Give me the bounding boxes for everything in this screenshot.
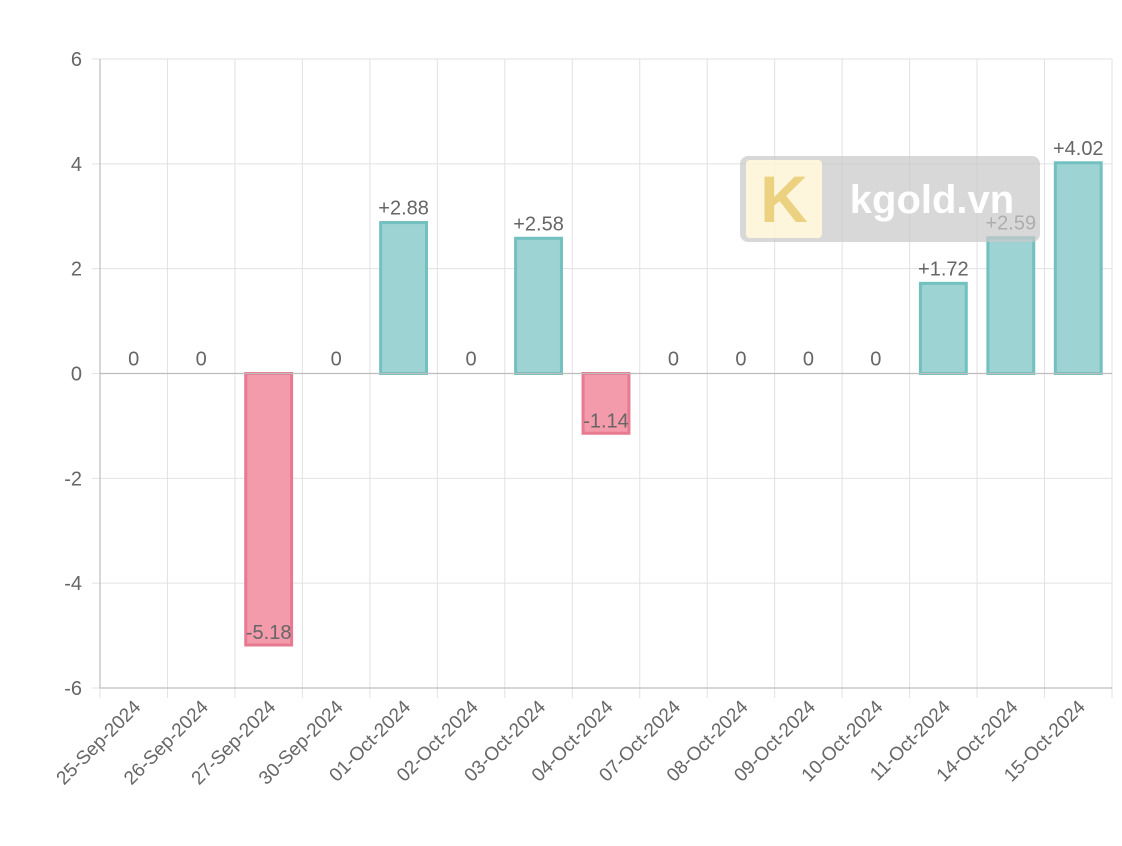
bar-value-label: 0 xyxy=(735,349,746,371)
bar xyxy=(244,372,294,647)
watermark-logo: K kgold.vn xyxy=(740,156,1040,242)
bar xyxy=(918,281,968,375)
watermark-logo-letter: K xyxy=(760,162,808,236)
bar-value-label: 0 xyxy=(803,349,814,371)
bar-value-label: -1.14 xyxy=(583,410,629,432)
bar xyxy=(514,236,563,375)
bars xyxy=(244,161,1103,647)
y-tick-label: -6 xyxy=(64,678,82,700)
bar xyxy=(986,236,1036,375)
bar-value-label: 0 xyxy=(870,349,881,371)
bar-value-label: +2.88 xyxy=(378,198,429,220)
bar-value-label: 0 xyxy=(331,349,342,371)
bar xyxy=(379,221,429,375)
y-tick-label: -2 xyxy=(64,468,82,490)
y-tick-label: 0 xyxy=(71,364,82,386)
bar-value-label: 0 xyxy=(668,349,679,371)
bar-value-label: 0 xyxy=(128,349,139,371)
y-tick-label: -4 xyxy=(64,573,82,595)
bar xyxy=(1053,161,1103,375)
bar-value-label: +1.72 xyxy=(918,258,969,280)
watermark-text: kgold.vn xyxy=(850,178,1014,222)
bar-value-label: -5.18 xyxy=(246,622,292,644)
bar-value-label: +2.58 xyxy=(513,213,564,235)
bar-value-label: +4.02 xyxy=(1053,138,1104,160)
bar-value-label: 0 xyxy=(196,349,207,371)
bar-value-label: 0 xyxy=(466,349,477,371)
y-tick-label: 2 xyxy=(71,259,82,281)
y-tick-label: 4 xyxy=(71,154,82,176)
y-tick-label: 6 xyxy=(71,49,82,71)
bar xyxy=(581,372,631,435)
